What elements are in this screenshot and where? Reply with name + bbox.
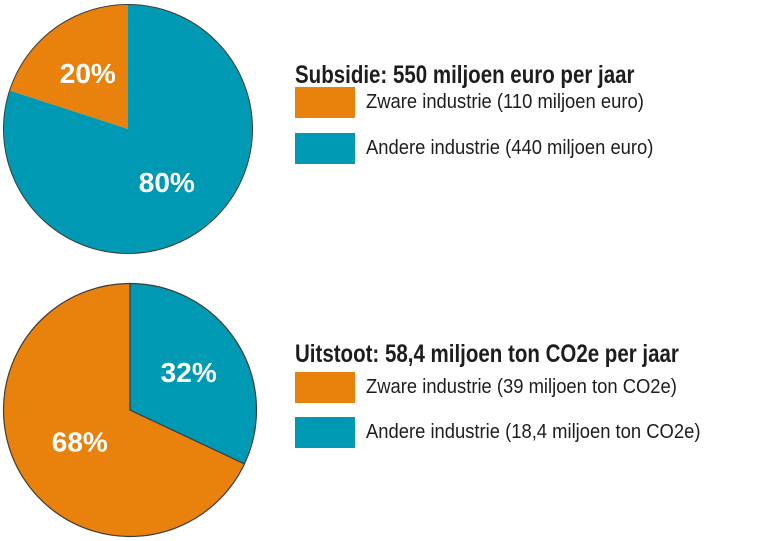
legend-item-uitstoot-zware: Zware industrie (39 miljoen ton CO2e) [295,372,704,403]
legend-swatch-zware-industrie [295,372,355,403]
legend-label-zware-industrie: Zware industrie (39 miljoen ton CO2e) [366,376,677,398]
pie-percent-label-zware-industrie: 20% [60,58,116,89]
pie-slice-zware-industrie [9,4,129,129]
legend-swatch-zware-industrie [295,87,355,118]
chart-title-subsidie: Subsidie: 550 miljoen euro per jaar [295,60,635,89]
pie-slice-andere-industrie [3,4,253,254]
legend-item-uitstoot-andere: Andere industrie (18,4 miljoen ton CO2e) [295,417,730,448]
pie-percent-label-andere-industrie: 80% [139,167,195,198]
pie-slice-zware-industrie [2,282,246,538]
legend-item-subsidie-andere: Andere industrie (440 miljoen euro) [295,133,678,164]
legend-label-zware-industrie: Zware industrie (110 miljoen euro) [366,91,644,113]
legend-label-andere-industrie: Andere industrie (440 miljoen euro) [366,137,654,159]
uitstoot-pie-chart: 68% 32% [2,282,258,538]
pie-slice-andere-industrie [129,282,258,465]
legend-item-subsidie-zware: Zware industrie (110 miljoen euro) [295,87,668,118]
legend-swatch-andere-industrie [295,133,355,164]
pie-outline [3,4,253,254]
pie-percent-label-zware-industrie: 68% [52,426,108,457]
legend-label-andere-industrie: Andere industrie (18,4 miljoen ton CO2e) [366,421,701,443]
pie-percent-label-andere-industrie: 32% [161,357,217,388]
legend-swatch-andere-industrie [295,417,355,448]
subsidie-pie-chart: 20% 80% [3,4,253,254]
chart-title-uitstoot: Uitstoot: 58,4 miljoen ton CO2e per jaar [295,339,679,368]
